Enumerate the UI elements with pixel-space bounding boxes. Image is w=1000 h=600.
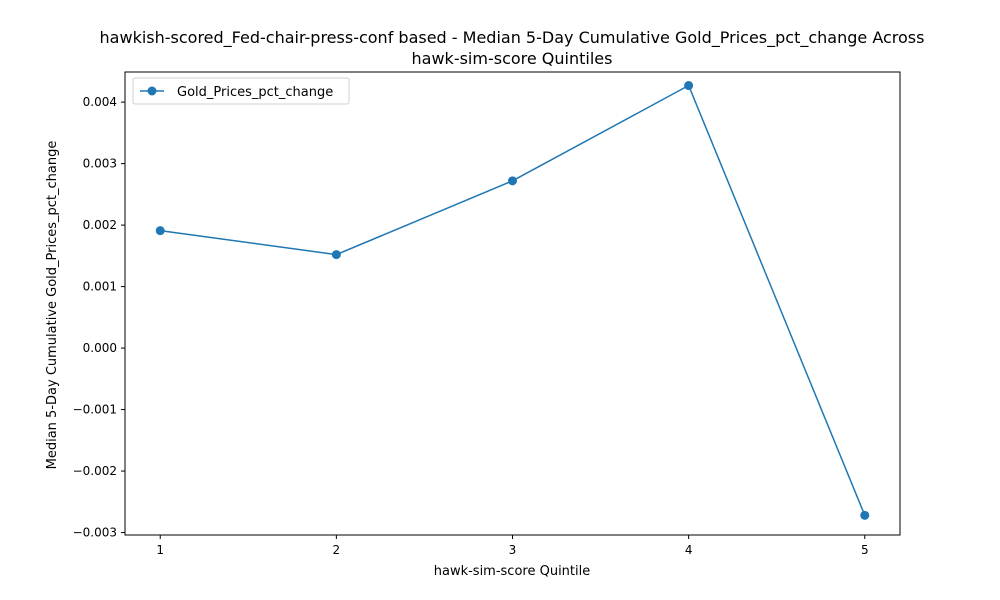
x-tick-label: 1: [156, 543, 164, 557]
y-tick-label: 0.002: [83, 218, 117, 232]
y-tick-label: −0.001: [73, 403, 117, 417]
legend-box: [132, 77, 350, 105]
data-point: [684, 81, 694, 91]
chart-title-line-1: hawkish-scored_Fed-chair-press-conf base…: [100, 28, 925, 48]
data-point: [155, 226, 165, 236]
data-point: [508, 176, 517, 186]
y-tick-label: −0.002: [73, 464, 117, 478]
legend: Gold_Prices_pct_change: [132, 77, 350, 105]
y-tick-label: 0.001: [83, 280, 117, 294]
legend-label: Gold_Prices_pct_change: [177, 85, 333, 100]
y-tick-label: −0.003: [73, 526, 117, 540]
x-tick-label: 4: [685, 543, 693, 557]
y-axis-label: Median 5-Day Cumulative Gold_Prices_pct_…: [45, 141, 60, 470]
legend-marker-swatch: [147, 86, 157, 96]
x-tick-label: 2: [333, 543, 341, 557]
x-tick-label: 5: [861, 543, 869, 557]
x-tick-label: 3: [509, 543, 517, 557]
chart-title-line-2: hawk-sim-score Quintiles: [412, 49, 613, 68]
y-tick-label: 0.003: [83, 157, 117, 171]
y-tick-label: 0.004: [83, 95, 117, 109]
x-axis-label: hawk-sim-score Quintile: [434, 564, 591, 579]
data-point: [860, 510, 870, 520]
y-tick-label: 0.000: [83, 341, 117, 355]
data-point: [331, 250, 341, 260]
plot-area: −0.003 −0.002 −0.001 0.000 0.001 0.002 0.003 0.…: [73, 71, 901, 557]
